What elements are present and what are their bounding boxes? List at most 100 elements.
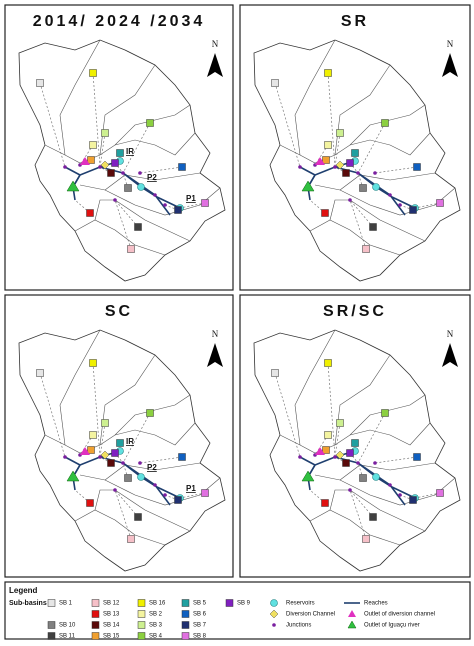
sub-basin-marker (409, 206, 417, 214)
connector (99, 132, 106, 168)
sub-basin-marker (116, 149, 124, 157)
junction (298, 165, 302, 169)
sub-basin-boundary (99, 354, 156, 446)
sub-basin-marker (201, 489, 209, 497)
diversion-channel (100, 450, 110, 460)
junction (63, 455, 67, 459)
sub-basin-boundary (349, 394, 426, 436)
sub-basin-marker (409, 496, 417, 504)
legend-symbol (269, 609, 279, 619)
diversion-outlet (315, 447, 325, 455)
connector (414, 202, 441, 209)
connector (357, 412, 386, 464)
junction (163, 203, 167, 207)
north-label: N (447, 329, 454, 339)
sub-basin-marker (351, 149, 359, 157)
connector (309, 489, 326, 504)
connector (122, 462, 129, 479)
connector (114, 489, 132, 540)
legend-subtitle: Sub-basins (9, 600, 47, 607)
panel-title: SC (105, 303, 133, 320)
reservoir-label: P1 (186, 194, 196, 203)
sub-basin-marker (134, 223, 142, 231)
diversion-outlet (80, 157, 90, 165)
legend: Legend Sub-basins SB 1 SB 10 SB 11 SB 12 SB 13… (4, 581, 471, 640)
sub-basin-marker (124, 184, 132, 192)
connector (274, 82, 301, 168)
sub-basin-marker (201, 199, 209, 207)
sub-basin-marker (322, 156, 330, 164)
north-label: N (212, 329, 219, 339)
sub-basin-boundary (349, 104, 426, 146)
sub-basin-marker (271, 79, 279, 87)
reach (299, 166, 316, 176)
map-panel: 2014/ 2024 /2034 N IR P2 P1 (4, 4, 234, 291)
legend-label: SB 15 (103, 634, 120, 640)
sub-basin-marker (321, 209, 329, 217)
legend-label: SB 12 (103, 601, 120, 607)
sub-basin-marker (124, 474, 132, 482)
junction (138, 171, 142, 175)
legend-label: SB 10 (59, 623, 76, 629)
sub-basin-marker (321, 499, 329, 507)
legend-swatch (137, 632, 146, 640)
connector (374, 456, 418, 464)
sub-basin-marker (87, 446, 95, 454)
legend-label: SB 5 (193, 601, 207, 607)
legend-label: SB 2 (149, 612, 163, 618)
sub-basin-marker (436, 489, 444, 497)
legend-label: Reaches (364, 601, 388, 607)
sub-basin-boundary (339, 462, 436, 481)
junction (388, 193, 392, 197)
basin-outline (18, 39, 226, 282)
reservoir (372, 183, 380, 191)
sub-basin-marker (127, 535, 135, 543)
basin-map (18, 329, 226, 572)
connector (357, 172, 364, 189)
diversion-channel (100, 160, 110, 170)
sub-basin-marker (36, 79, 44, 87)
connector (114, 199, 139, 228)
connector (309, 199, 326, 214)
sub-basin-marker (362, 535, 370, 543)
sub-basin-boundary (114, 104, 191, 146)
junction (348, 198, 352, 202)
connector (334, 132, 341, 168)
basin-outline (253, 39, 461, 282)
connector (122, 122, 151, 174)
sub-basin-marker (413, 453, 421, 461)
sub-basin-boundary (309, 219, 401, 256)
legend-swatch (47, 621, 56, 629)
connector (92, 72, 101, 168)
sub-basin-marker (101, 419, 109, 427)
junction (138, 461, 142, 465)
connector (274, 372, 301, 458)
sub-basin-marker (146, 119, 154, 127)
legend-swatch (181, 621, 190, 629)
legend-label: Outlet of diversion channel (364, 612, 435, 618)
reservoir (137, 183, 145, 191)
sub-basin-marker (369, 513, 377, 521)
junction (98, 455, 102, 459)
junction (98, 165, 102, 169)
connector (334, 422, 341, 458)
connector (357, 462, 364, 479)
sub-basin-marker (342, 459, 350, 467)
reach (64, 166, 81, 176)
junction (63, 165, 67, 169)
legend-label: Diversion Channel (286, 612, 335, 618)
sub-basin-marker (351, 439, 359, 447)
legend-label: SB 13 (103, 612, 120, 618)
north-arrow (442, 53, 458, 77)
basin-outline (253, 329, 461, 572)
sub-basin-marker (89, 359, 97, 367)
legend-symbol (272, 623, 276, 627)
iguacu-outlet (66, 180, 80, 192)
sub-basin-marker (342, 169, 350, 177)
connector (349, 489, 374, 518)
basin-map (253, 39, 461, 282)
junction (388, 483, 392, 487)
map-panel: SR N (239, 4, 471, 291)
junction (348, 488, 352, 492)
connector (349, 489, 367, 540)
